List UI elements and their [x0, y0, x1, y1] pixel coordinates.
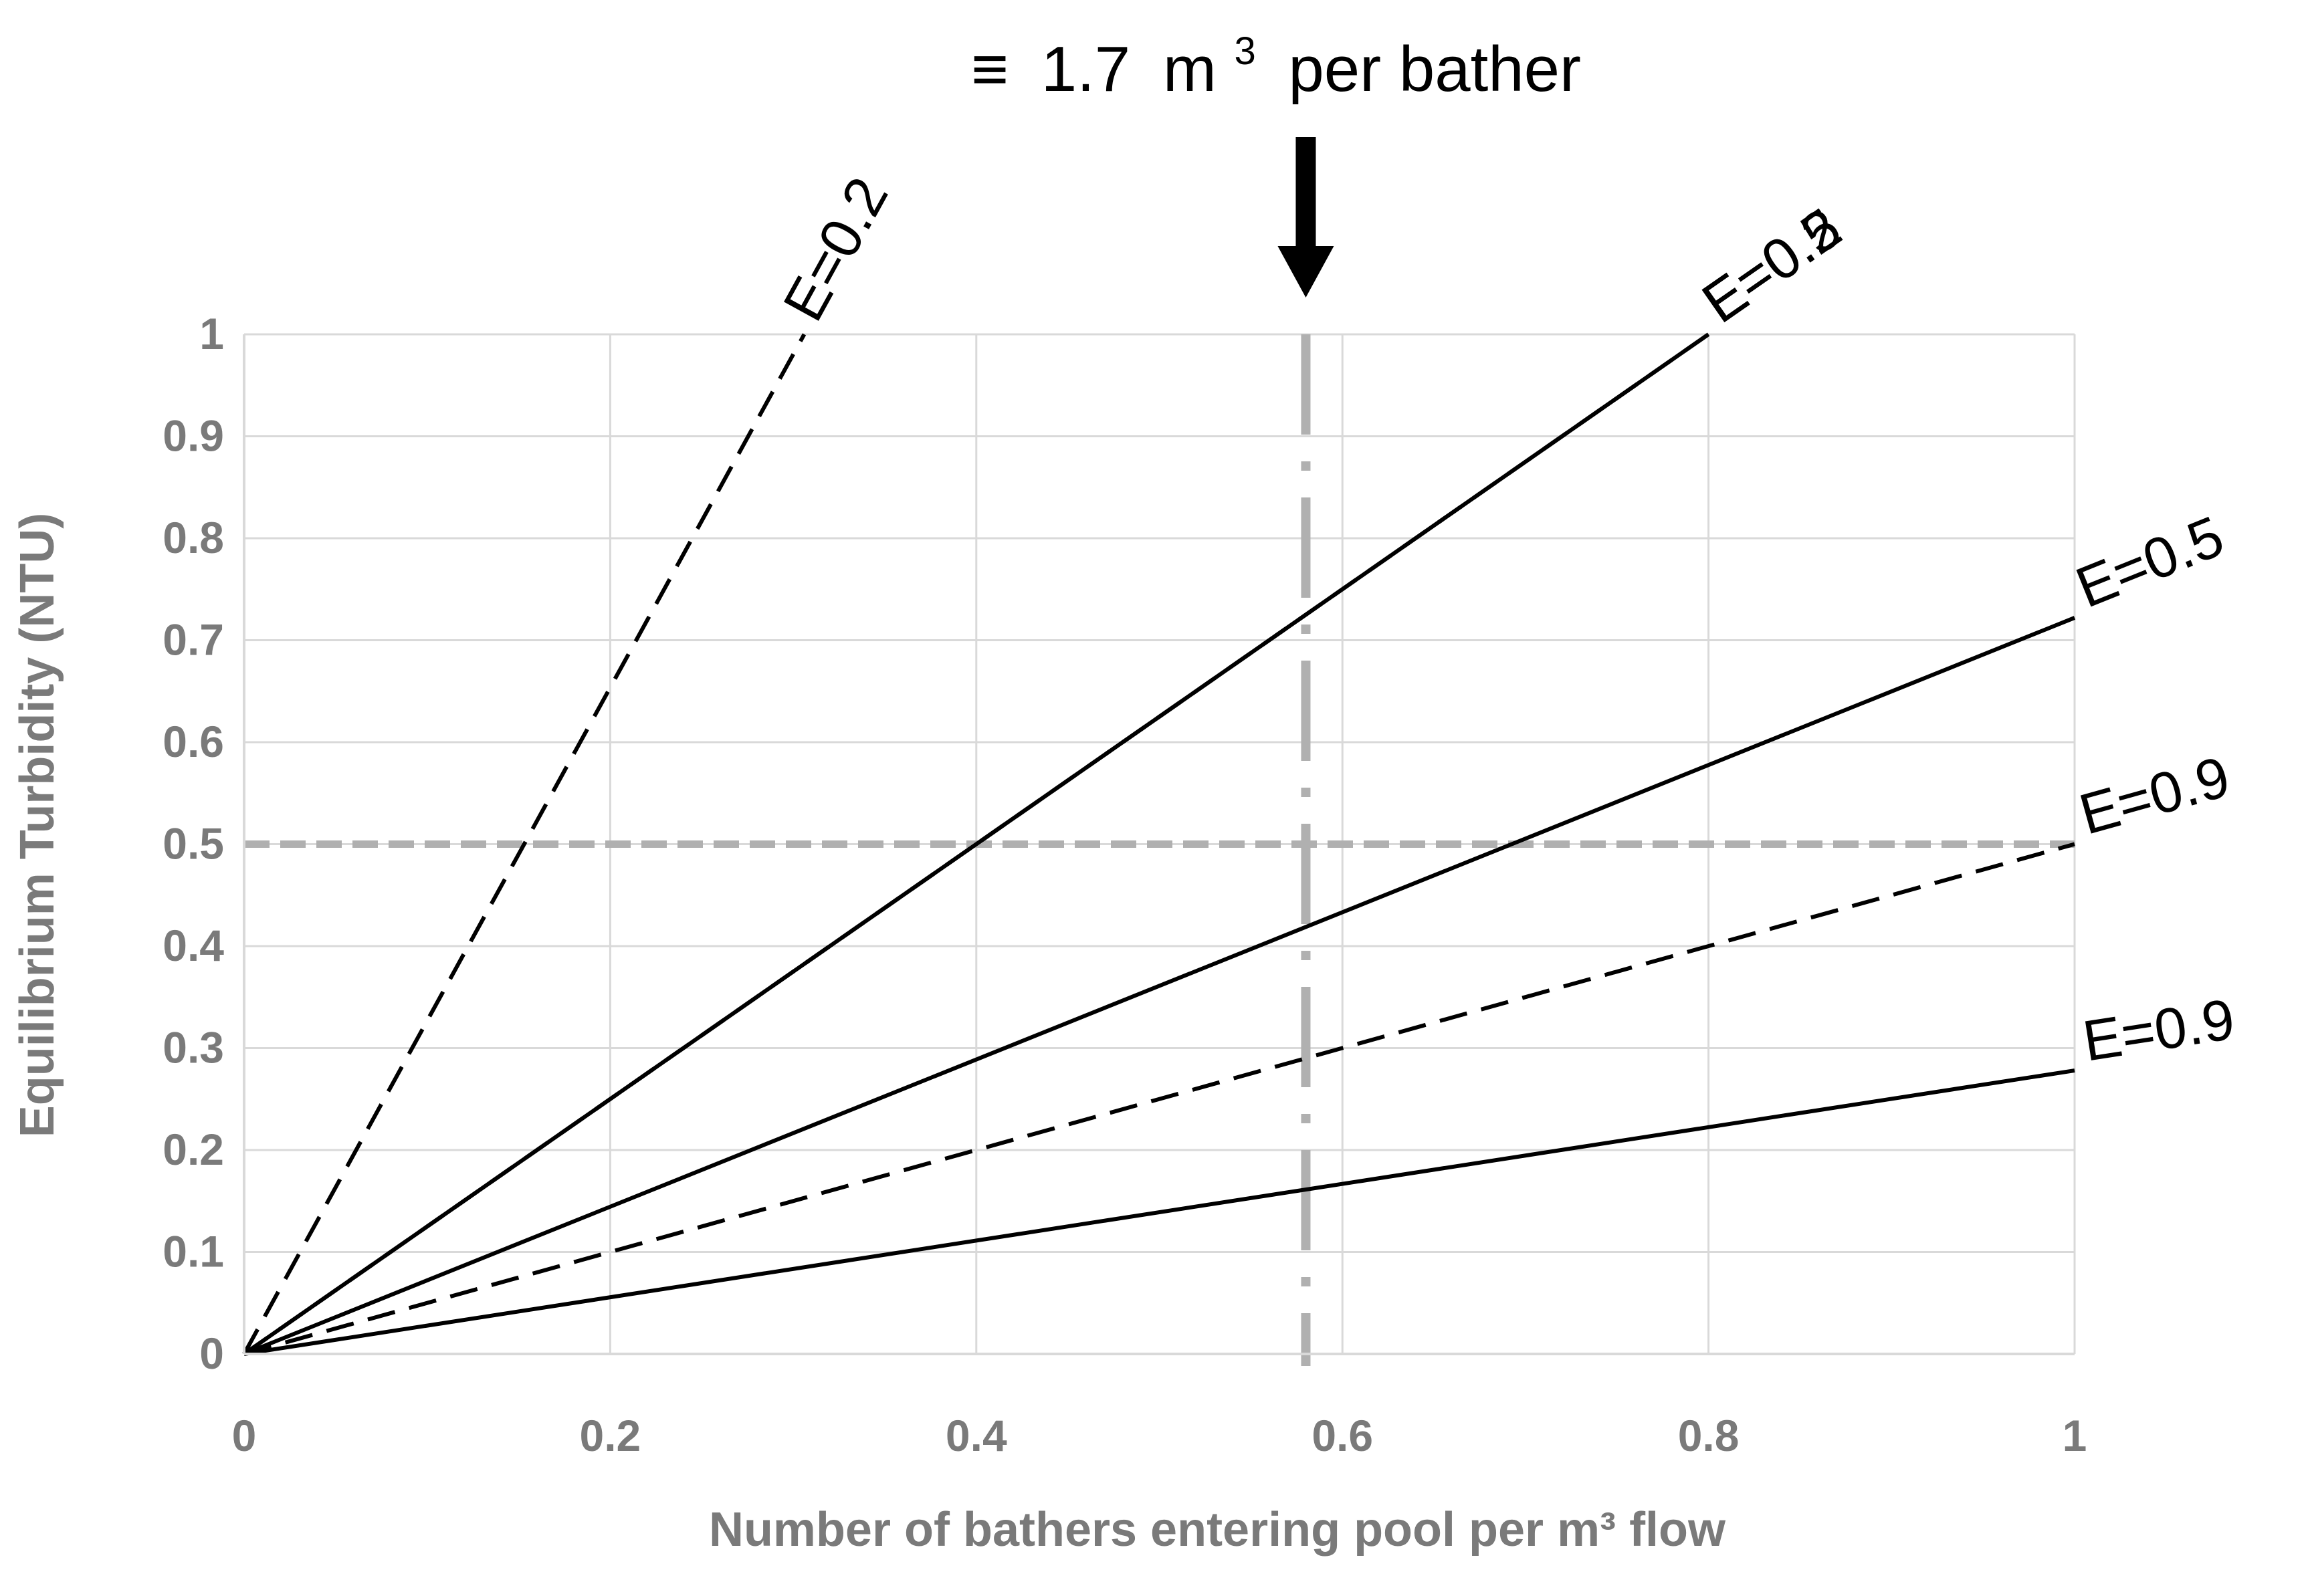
y-tick-label: 0.1: [163, 1227, 224, 1276]
series-line-4: [243, 616, 2076, 1356]
series-label-6: E=0.9: [2079, 987, 2238, 1074]
reference-lines: [244, 334, 2075, 1366]
callout-arrow-head: [1277, 246, 1334, 298]
y-tick-label: 0: [199, 1329, 224, 1378]
x-tick-label: 1: [2063, 1411, 2087, 1460]
series-line-3: [243, 332, 1710, 1356]
series-label-4: E=0.5: [2067, 504, 2232, 620]
x-tick-label: 0.4: [946, 1411, 1007, 1460]
y-tick-label: 0.3: [163, 1023, 224, 1072]
y-tick-label: 0.7: [163, 615, 224, 665]
series-lines: [242, 332, 2076, 1356]
y-axis-title: Equilibrium Turbidity (NTU): [11, 513, 64, 1138]
axes: 0 0.1 0.2 0.3 0.4 0.5 0.6 0.7 0.8 0.9 1 0 0.2 0.4 0.6 0…: [163, 309, 2087, 1460]
callout-text: ≡ 1.7 m 3 per bather: [971, 7, 1581, 105]
x-tick-label: 0.6: [1312, 1411, 1373, 1460]
x-tick-label: 0: [232, 1411, 257, 1460]
y-tick-label: 0.8: [163, 513, 224, 562]
callout-suffix: per bather: [1288, 33, 1581, 105]
callout: ≡ 1.7 m 3 per bather: [971, 7, 1581, 298]
y-tick-label: 0.9: [163, 411, 224, 461]
series-label-1: E=0.2: [771, 167, 900, 331]
callout-symbol: ≡: [971, 33, 1009, 105]
series-labels: E=0.2 E=0.5E=0.2E=0.5E=0.9E=0.9: [771, 167, 2238, 1074]
callout-arrow: [1277, 137, 1334, 298]
x-tick-label: 0.2: [580, 1411, 641, 1460]
callout-value: 1.7: [1041, 33, 1130, 105]
x-axis-title: Number of bathers entering pool per m³ f…: [709, 1503, 1726, 1557]
series-line-5: [243, 842, 2075, 1356]
callout-unit: m: [1163, 33, 1217, 105]
y-tick-label: 0.4: [163, 921, 224, 970]
series-line-1: [242, 333, 807, 1355]
callout-unit-superscript: 3: [1234, 29, 1255, 73]
series-label-5: E=0.9: [2073, 744, 2236, 846]
series-label-3: E=0.2: [1691, 196, 1853, 336]
y-tick-label: 0.6: [163, 717, 224, 766]
x-tick-label: 0.8: [1678, 1411, 1740, 1460]
series-line-6: [243, 1068, 2075, 1356]
y-tick-label: 1: [199, 309, 224, 358]
y-tick-label: 0.2: [163, 1125, 224, 1174]
y-tick-label: 0.5: [163, 819, 224, 869]
